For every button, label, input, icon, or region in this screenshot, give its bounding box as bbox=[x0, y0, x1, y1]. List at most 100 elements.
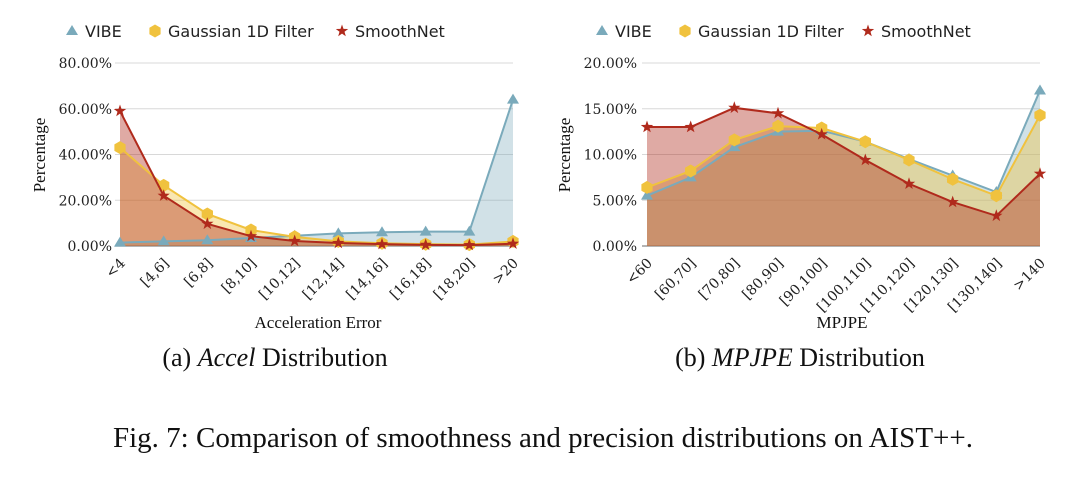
point-smoothnet bbox=[244, 229, 258, 242]
point-smoothnet bbox=[728, 101, 741, 114]
point-vibe bbox=[157, 235, 170, 246]
point-smoothnet bbox=[684, 120, 697, 133]
chart-mpjpe: VIBE Gaussian 1D Filter SmoothNet 0.00% 5.00… bbox=[555, 22, 1049, 372]
x-tick-label: <4 bbox=[103, 255, 129, 281]
subcaption-italic: MPJPE bbox=[711, 343, 793, 372]
area-gaussian bbox=[647, 115, 1040, 246]
point-vibe bbox=[376, 226, 388, 237]
x-tick-label: [4,6] bbox=[138, 256, 173, 291]
point-smoothnet bbox=[902, 177, 916, 189]
x-axis-label: Acceleration Error bbox=[255, 313, 382, 332]
point-vibe bbox=[507, 93, 519, 104]
legend-label-gaussian: Gaussian 1D Filter bbox=[698, 22, 844, 41]
y-tick-label: 40.00% bbox=[59, 148, 112, 164]
y-tick-label: 60.00% bbox=[59, 102, 112, 118]
point-gaussian bbox=[201, 207, 213, 221]
x-tick-label: [8,10] bbox=[219, 256, 260, 297]
y-axis-label: Percentage bbox=[555, 118, 574, 193]
point-gaussian bbox=[859, 135, 871, 149]
point-smoothnet bbox=[201, 217, 214, 230]
x-axis-label: MPJPE bbox=[816, 313, 867, 332]
point-vibe bbox=[201, 234, 214, 245]
point-gaussian bbox=[728, 133, 740, 147]
point-smoothnet bbox=[990, 209, 1003, 222]
x-tick-label: [70,80] bbox=[696, 256, 743, 303]
subcaption: (a) Accel Distribution bbox=[162, 343, 387, 372]
legend-marker-gaussian-icon bbox=[679, 24, 691, 38]
point-smoothnet bbox=[771, 106, 785, 119]
area-vibe bbox=[647, 90, 1040, 246]
point-vibe bbox=[114, 236, 126, 247]
y-tick-label: 0.00% bbox=[68, 239, 112, 255]
x-tick-label: >140 bbox=[1010, 256, 1049, 295]
legend-label-gaussian: Gaussian 1D Filter bbox=[168, 22, 314, 41]
point-vibe bbox=[641, 189, 653, 200]
area-smoothnet bbox=[120, 111, 513, 246]
point-smoothnet bbox=[288, 234, 301, 247]
point-smoothnet bbox=[463, 238, 476, 251]
point-smoothnet bbox=[113, 104, 127, 117]
legend-marker-vibe-icon bbox=[596, 25, 608, 35]
y-tick-label: 20.00% bbox=[584, 56, 637, 72]
subcaption-prefix: (b) bbox=[675, 343, 712, 372]
x-tick-label: [18,20] bbox=[431, 256, 478, 303]
point-smoothnet bbox=[946, 195, 959, 208]
x-tick-label: >20 bbox=[490, 256, 522, 288]
point-vibe bbox=[332, 227, 345, 238]
point-gaussian bbox=[816, 121, 828, 135]
line-vibe bbox=[119, 99, 514, 244]
subcaption-suffix: Distribution bbox=[255, 343, 387, 372]
y-tick-label: 20.00% bbox=[59, 193, 112, 209]
point-smoothnet bbox=[375, 237, 389, 250]
line-smoothnet bbox=[119, 110, 514, 247]
legend-marker-vibe-icon bbox=[66, 25, 78, 35]
point-gaussian bbox=[1034, 108, 1046, 122]
point-gaussian bbox=[990, 189, 1002, 203]
point-smoothnet bbox=[332, 236, 345, 249]
y-tick-label: 15.00% bbox=[584, 102, 637, 118]
point-smoothnet bbox=[506, 237, 520, 249]
area-vibe bbox=[120, 99, 513, 246]
y-tick-label: 80.00% bbox=[59, 56, 112, 72]
subcaption-italic: Accel bbox=[196, 343, 256, 372]
point-gaussian bbox=[772, 119, 784, 133]
point-smoothnet bbox=[859, 153, 872, 166]
line-smoothnet bbox=[647, 106, 1041, 217]
y-tick-label: 0.00% bbox=[593, 239, 637, 255]
x-tick-label: [12,14] bbox=[300, 256, 347, 303]
point-smoothnet bbox=[419, 238, 432, 251]
point-gaussian bbox=[114, 141, 126, 155]
legend-label-smoothnet: SmoothNet bbox=[881, 22, 971, 41]
legend-label-vibe: VIBE bbox=[615, 22, 652, 41]
legend-marker-gaussian-icon bbox=[149, 24, 161, 38]
point-smoothnet bbox=[1033, 167, 1047, 179]
point-vibe bbox=[1034, 84, 1046, 95]
point-gaussian bbox=[641, 180, 653, 194]
area-gaussian bbox=[120, 147, 513, 246]
subcaption: (b) MPJPE Distribution bbox=[675, 343, 925, 372]
legend-label-smoothnet: SmoothNet bbox=[355, 22, 445, 41]
point-gaussian bbox=[947, 172, 959, 186]
subcaption-suffix: Distribution bbox=[793, 343, 925, 372]
x-tick-label: [16,18] bbox=[387, 256, 434, 303]
y-axis-label: Percentage bbox=[30, 118, 49, 193]
subcaption-prefix: (a) bbox=[162, 343, 197, 372]
point-smoothnet bbox=[640, 120, 654, 133]
y-tick-label: 5.00% bbox=[593, 193, 637, 209]
x-tick-label: [14,16] bbox=[343, 256, 390, 303]
y-tick-label: 10.00% bbox=[584, 148, 637, 164]
point-vibe bbox=[463, 225, 476, 236]
point-vibe bbox=[419, 225, 432, 236]
point-gaussian bbox=[903, 153, 915, 167]
line-vibe bbox=[646, 90, 1041, 197]
point-smoothnet bbox=[815, 127, 828, 140]
legend-marker-smoothnet-icon bbox=[861, 24, 875, 37]
legend-label-vibe: VIBE bbox=[85, 22, 122, 41]
x-tick-label: [6,8] bbox=[181, 256, 216, 291]
line-gaussian bbox=[646, 114, 1041, 197]
chart-accel: VIBE Gaussian 1D Filter SmoothNet 0.00% 20.0… bbox=[30, 22, 522, 372]
area-smoothnet bbox=[647, 107, 1040, 247]
point-gaussian bbox=[685, 164, 697, 178]
x-tick-label: [10,12] bbox=[256, 256, 303, 303]
